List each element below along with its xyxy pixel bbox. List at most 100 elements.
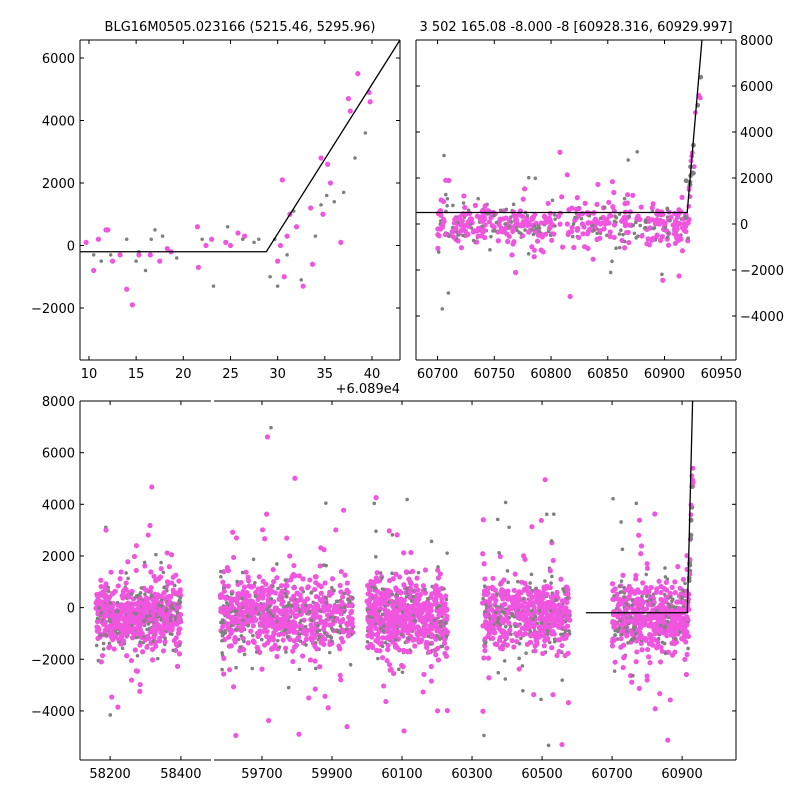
data-point-magenta [133, 543, 140, 549]
y-tick-label: 6000 [42, 447, 75, 462]
data-point-gray [232, 609, 237, 613]
data-point-magenta [531, 692, 537, 698]
data-point-magenta [158, 630, 164, 636]
data-point-magenta [671, 231, 678, 237]
data-point-magenta [516, 589, 522, 595]
data-point-magenta [256, 606, 262, 612]
data-point-gray [549, 539, 554, 543]
data-point-magenta [298, 623, 304, 629]
data-point-gray [251, 557, 256, 562]
data-point-gray [446, 234, 451, 238]
x-tick-label: 10 [81, 367, 98, 382]
data-point-magenta [344, 724, 350, 730]
data-point-magenta [541, 643, 547, 649]
y-tick-label: −4000 [31, 705, 75, 720]
data-point-magenta [451, 234, 457, 240]
data-point-magenta [143, 605, 149, 611]
y-tick-label: −2000 [740, 264, 784, 279]
data-point-magenta [416, 639, 422, 645]
data-point-magenta [486, 219, 492, 225]
data-point-magenta [294, 623, 300, 629]
data-point-magenta [337, 582, 343, 589]
y-tick-label: 4000 [42, 498, 75, 513]
data-point-magenta [230, 684, 237, 690]
data-point-gray [246, 614, 250, 618]
data-point-gray [591, 223, 595, 228]
data-point-gray [240, 237, 245, 242]
data-point-magenta [115, 583, 121, 589]
data-point-magenta [408, 549, 414, 556]
data-point-magenta [672, 240, 679, 246]
data-point-gray [139, 586, 144, 590]
data-point-gray [224, 601, 229, 605]
data-point-gray [691, 170, 696, 176]
data-point-magenta [224, 621, 230, 627]
data-point-magenta [395, 598, 401, 604]
data-point-magenta [678, 615, 684, 621]
data-point-gray [390, 571, 394, 576]
data-point-magenta [392, 607, 398, 613]
data-point-magenta [439, 224, 445, 230]
data-point-magenta [576, 212, 582, 218]
data-point-gray [154, 552, 158, 557]
data-point-gray [632, 231, 637, 236]
data-point-magenta [462, 204, 468, 211]
data-point-magenta [629, 679, 635, 685]
y-tick-label: 8000 [740, 34, 773, 49]
data-point-magenta [231, 554, 237, 561]
data-point-gray [511, 202, 516, 207]
data-point-gray [376, 656, 380, 661]
data-point-gray [275, 284, 280, 288]
data-point-magenta [544, 591, 550, 597]
data-point-magenta [228, 599, 234, 605]
data-point-gray [660, 272, 664, 277]
data-point-gray [644, 572, 649, 577]
data-point-gray [451, 203, 455, 208]
data-point-magenta [506, 620, 512, 626]
data-point-magenta [665, 242, 672, 248]
data-point-magenta [317, 597, 323, 603]
data-point-magenta [619, 622, 626, 628]
x-tick-label: 40 [364, 367, 381, 382]
data-point-gray [338, 624, 343, 628]
data-point-gray [561, 587, 565, 591]
data-point-gray [234, 627, 238, 632]
data-point-magenta [385, 634, 391, 640]
data-point-gray [252, 240, 256, 245]
data-point-gray [503, 624, 508, 629]
data-point-magenta [288, 619, 294, 626]
data-point-magenta [374, 647, 380, 654]
data-point-gray [520, 664, 525, 668]
data-point-magenta [559, 619, 566, 626]
data-point-magenta [509, 638, 515, 644]
data-point-magenta [203, 242, 209, 249]
y-tick-label: 2000 [740, 172, 773, 187]
data-point-gray [440, 307, 445, 311]
data-point-gray [159, 598, 164, 602]
data-point-magenta [344, 580, 350, 586]
data-point-gray [683, 178, 689, 184]
data-point-magenta [402, 624, 408, 630]
data-point-gray [328, 615, 333, 620]
data-point-magenta [176, 651, 183, 657]
data-point-magenta [137, 613, 143, 619]
data-point-gray [436, 565, 440, 569]
data-point-magenta [286, 629, 292, 635]
data-point-magenta [177, 626, 183, 632]
data-point-magenta [502, 601, 508, 607]
data-point-gray [521, 689, 525, 693]
data-point-magenta [98, 659, 104, 665]
data-point-gray [297, 667, 302, 672]
data-point-magenta [609, 581, 616, 587]
data-point-gray [622, 196, 627, 201]
data-point-gray [456, 220, 460, 225]
data-point-magenta [221, 588, 227, 594]
data-point-magenta [273, 614, 280, 620]
data-point-magenta [255, 646, 261, 652]
data-point-magenta [481, 588, 488, 594]
data-point-magenta [505, 609, 511, 615]
data-point-magenta [683, 228, 689, 235]
data-point-gray [663, 575, 668, 579]
data-point-magenta [436, 233, 442, 239]
data-point-magenta [427, 617, 433, 623]
